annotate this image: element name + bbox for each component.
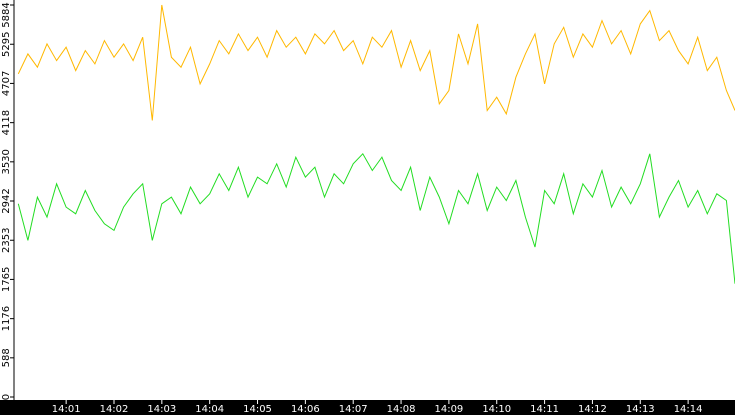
x-tick-label: 14:08 bbox=[387, 404, 416, 415]
x-tick-label: 14:10 bbox=[482, 404, 511, 415]
y-tick-label: 3530 bbox=[1, 149, 12, 174]
y-tick-label: 5295 bbox=[1, 32, 12, 57]
x-tick-label: 14:09 bbox=[434, 404, 463, 415]
y-tick-label: 4118 bbox=[1, 110, 12, 135]
x-tick-label: 14:13 bbox=[626, 404, 655, 415]
y-tick-label: 2942 bbox=[1, 188, 12, 213]
x-axis-band bbox=[0, 400, 735, 415]
x-tick-label: 14:02 bbox=[100, 404, 129, 415]
y-tick-label: 0 bbox=[1, 394, 12, 400]
y-tick-label: 2353 bbox=[1, 228, 12, 253]
x-tick-label: 14:04 bbox=[195, 404, 224, 415]
x-tick-label: 14:01 bbox=[52, 404, 81, 415]
series-line bbox=[17, 4, 735, 121]
y-tick-label: 1765 bbox=[1, 267, 12, 292]
y-tick-label: 4707 bbox=[1, 71, 12, 96]
x-tick-label: 14:06 bbox=[291, 404, 320, 415]
x-tick-label: 14:14 bbox=[674, 404, 703, 415]
x-tick-label: 14:07 bbox=[339, 404, 368, 415]
x-tick-label: 14:05 bbox=[243, 404, 272, 415]
y-tick-label: 588 bbox=[1, 348, 12, 367]
x-tick-label: 14:11 bbox=[530, 404, 559, 415]
y-tick-label: 1176 bbox=[1, 306, 12, 331]
x-tick-label: 14:12 bbox=[578, 404, 607, 415]
series-line bbox=[17, 152, 735, 284]
y-tick-label: 5884 bbox=[1, 2, 12, 27]
x-tick-label: 14:03 bbox=[147, 404, 176, 415]
